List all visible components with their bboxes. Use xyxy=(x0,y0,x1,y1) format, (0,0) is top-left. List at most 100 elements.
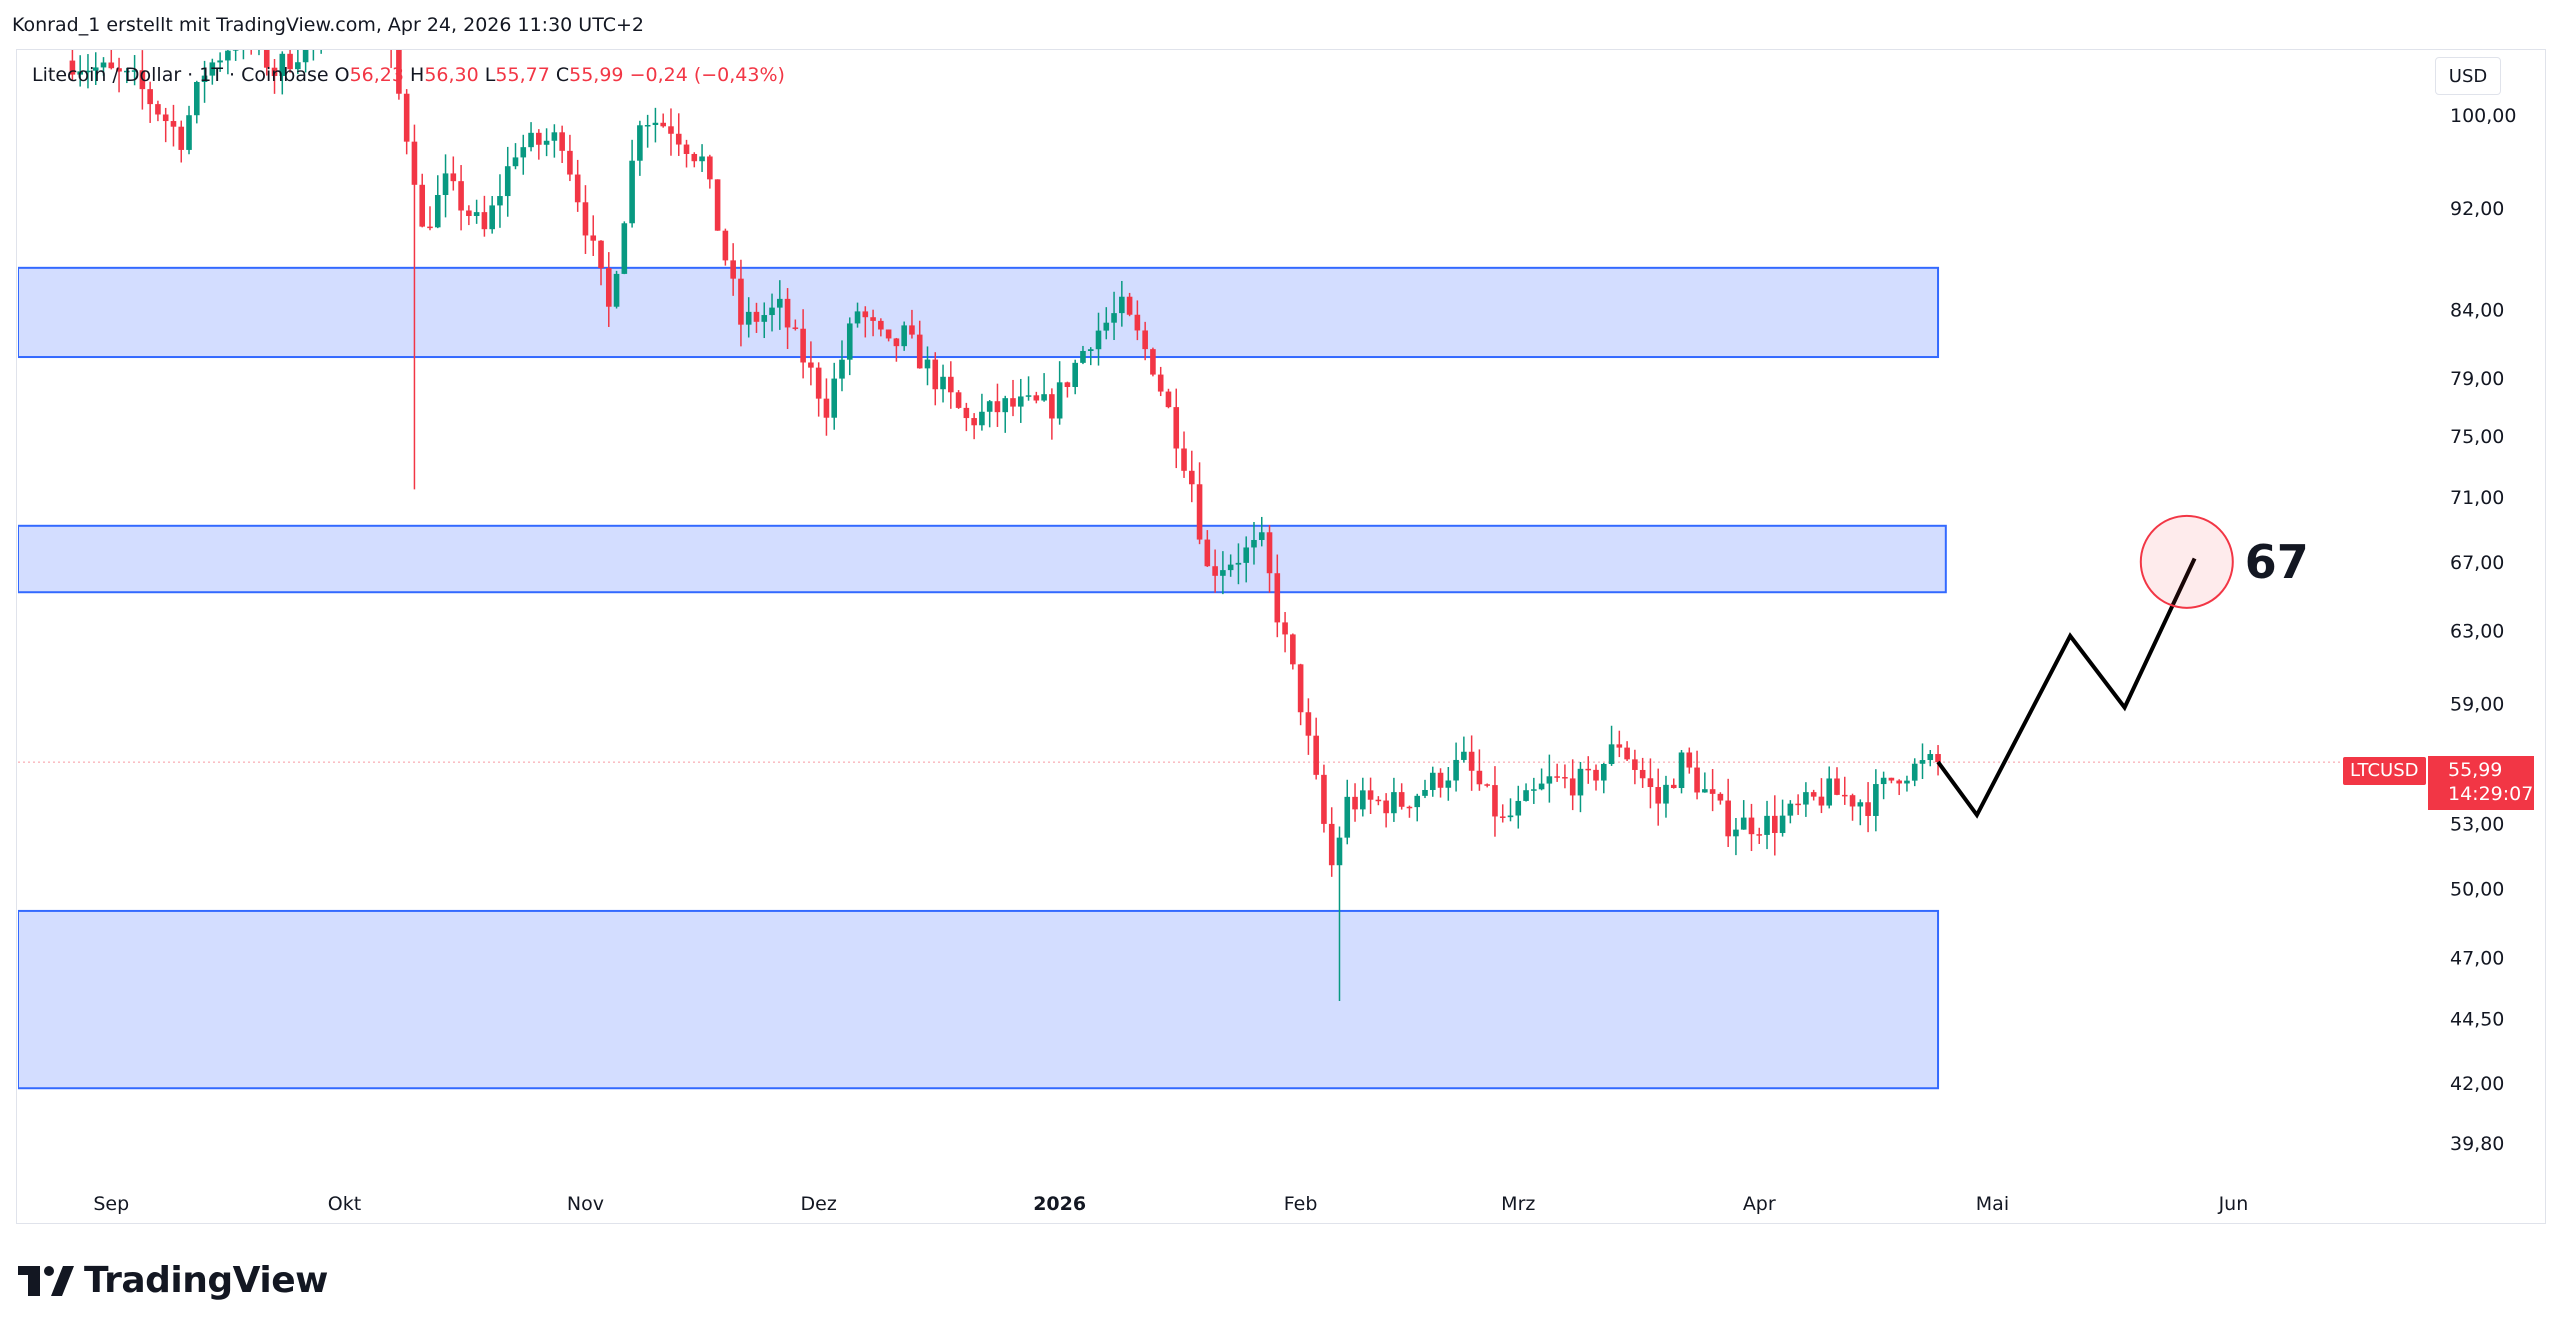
candle[interactable] xyxy=(69,40,76,82)
candle[interactable] xyxy=(660,113,666,128)
candle[interactable] xyxy=(512,143,519,170)
candle[interactable] xyxy=(1888,777,1895,784)
candle[interactable] xyxy=(1445,767,1452,801)
candle[interactable] xyxy=(334,6,340,31)
candle[interactable] xyxy=(131,55,138,86)
candle[interactable] xyxy=(1935,745,1941,776)
candle[interactable] xyxy=(528,122,534,152)
candle[interactable] xyxy=(419,173,426,228)
candle[interactable] xyxy=(1764,800,1770,850)
candle[interactable] xyxy=(1468,735,1475,791)
candle[interactable] xyxy=(924,346,931,386)
candle[interactable] xyxy=(815,362,822,417)
candle[interactable] xyxy=(411,124,418,490)
candle[interactable] xyxy=(248,8,254,55)
candle[interactable] xyxy=(761,302,768,339)
candle[interactable] xyxy=(1103,307,1110,340)
candle[interactable] xyxy=(1554,763,1560,782)
candle[interactable] xyxy=(489,196,495,234)
candle[interactable] xyxy=(256,29,262,56)
candle[interactable] xyxy=(1678,749,1685,794)
zone-2[interactable] xyxy=(18,524,1947,594)
candle[interactable] xyxy=(466,205,472,226)
candle[interactable] xyxy=(1064,381,1071,398)
candle[interactable] xyxy=(1126,292,1133,317)
candle[interactable] xyxy=(1748,803,1755,852)
candle[interactable] xyxy=(147,81,153,123)
candle[interactable] xyxy=(1818,778,1825,814)
currency-button[interactable]: USD xyxy=(2435,57,2501,95)
candle[interactable] xyxy=(232,25,239,61)
candle[interactable] xyxy=(1476,749,1483,791)
target-circle[interactable] xyxy=(2139,514,2234,609)
candle[interactable] xyxy=(1150,347,1156,377)
candle[interactable] xyxy=(1313,717,1319,780)
candle[interactable] xyxy=(124,68,130,84)
candle[interactable] xyxy=(1639,757,1646,788)
candle[interactable] xyxy=(1398,783,1405,810)
candle[interactable] xyxy=(994,383,1001,427)
candle[interactable] xyxy=(792,319,799,331)
symbol-label[interactable]: Litecoin / Dollar · 1T · Coinbase xyxy=(32,64,329,86)
candle[interactable] xyxy=(644,114,651,148)
candle[interactable] xyxy=(458,165,464,231)
candle[interactable] xyxy=(1095,312,1102,366)
candle[interactable] xyxy=(1569,759,1576,811)
candle[interactable] xyxy=(1025,376,1032,401)
candle[interactable] xyxy=(318,0,324,54)
tradingview-logo[interactable]: TradingView xyxy=(18,1260,328,1301)
candle[interactable] xyxy=(1632,749,1638,785)
candle[interactable] xyxy=(1056,361,1063,425)
candle[interactable] xyxy=(85,54,91,89)
candle[interactable] xyxy=(1873,769,1879,832)
candle[interactable] xyxy=(1880,771,1887,800)
candle[interactable] xyxy=(1235,543,1242,585)
candle[interactable] xyxy=(1010,379,1016,417)
candle[interactable] xyxy=(901,321,907,351)
candle[interactable] xyxy=(1429,766,1436,797)
candle[interactable] xyxy=(823,378,830,436)
candle[interactable] xyxy=(551,124,558,158)
candle[interactable] xyxy=(100,57,107,76)
candle[interactable] xyxy=(396,31,402,100)
candle[interactable] xyxy=(1795,794,1801,815)
candle[interactable] xyxy=(1717,792,1724,805)
candle[interactable] xyxy=(349,0,355,38)
candle[interactable] xyxy=(373,17,379,39)
candle[interactable] xyxy=(1810,789,1817,801)
candle[interactable] xyxy=(543,128,550,157)
candle[interactable] xyxy=(1492,766,1498,837)
candle[interactable] xyxy=(1002,395,1009,433)
candle[interactable] xyxy=(1740,800,1747,830)
projection-path[interactable] xyxy=(1936,557,2197,819)
candle[interactable] xyxy=(1538,768,1545,791)
candle[interactable] xyxy=(722,228,729,266)
candle[interactable] xyxy=(520,134,527,175)
candle[interactable] xyxy=(1119,280,1125,327)
candle[interactable] xyxy=(271,58,278,94)
candle[interactable] xyxy=(862,306,869,338)
candle[interactable] xyxy=(1499,804,1506,823)
candle[interactable] xyxy=(1608,725,1615,766)
candle[interactable] xyxy=(201,60,208,103)
candle[interactable] xyxy=(652,107,659,143)
candle[interactable] xyxy=(1328,807,1335,877)
candle[interactable] xyxy=(986,400,993,428)
candle[interactable] xyxy=(1111,291,1117,341)
candle[interactable] xyxy=(162,107,169,143)
candle[interactable] xyxy=(1600,762,1607,794)
candle[interactable] xyxy=(916,320,923,369)
candle[interactable] xyxy=(1352,783,1358,822)
candle[interactable] xyxy=(955,390,962,409)
candle[interactable] xyxy=(1033,391,1040,404)
candle[interactable] xyxy=(1406,805,1413,818)
candle[interactable] xyxy=(784,288,791,350)
candle[interactable] xyxy=(1204,530,1211,567)
candle[interactable] xyxy=(434,175,441,229)
candle[interactable] xyxy=(442,154,449,218)
candle[interactable] xyxy=(481,195,488,237)
candle[interactable] xyxy=(1733,818,1739,856)
candle[interactable] xyxy=(342,9,348,35)
candle[interactable] xyxy=(846,317,853,376)
